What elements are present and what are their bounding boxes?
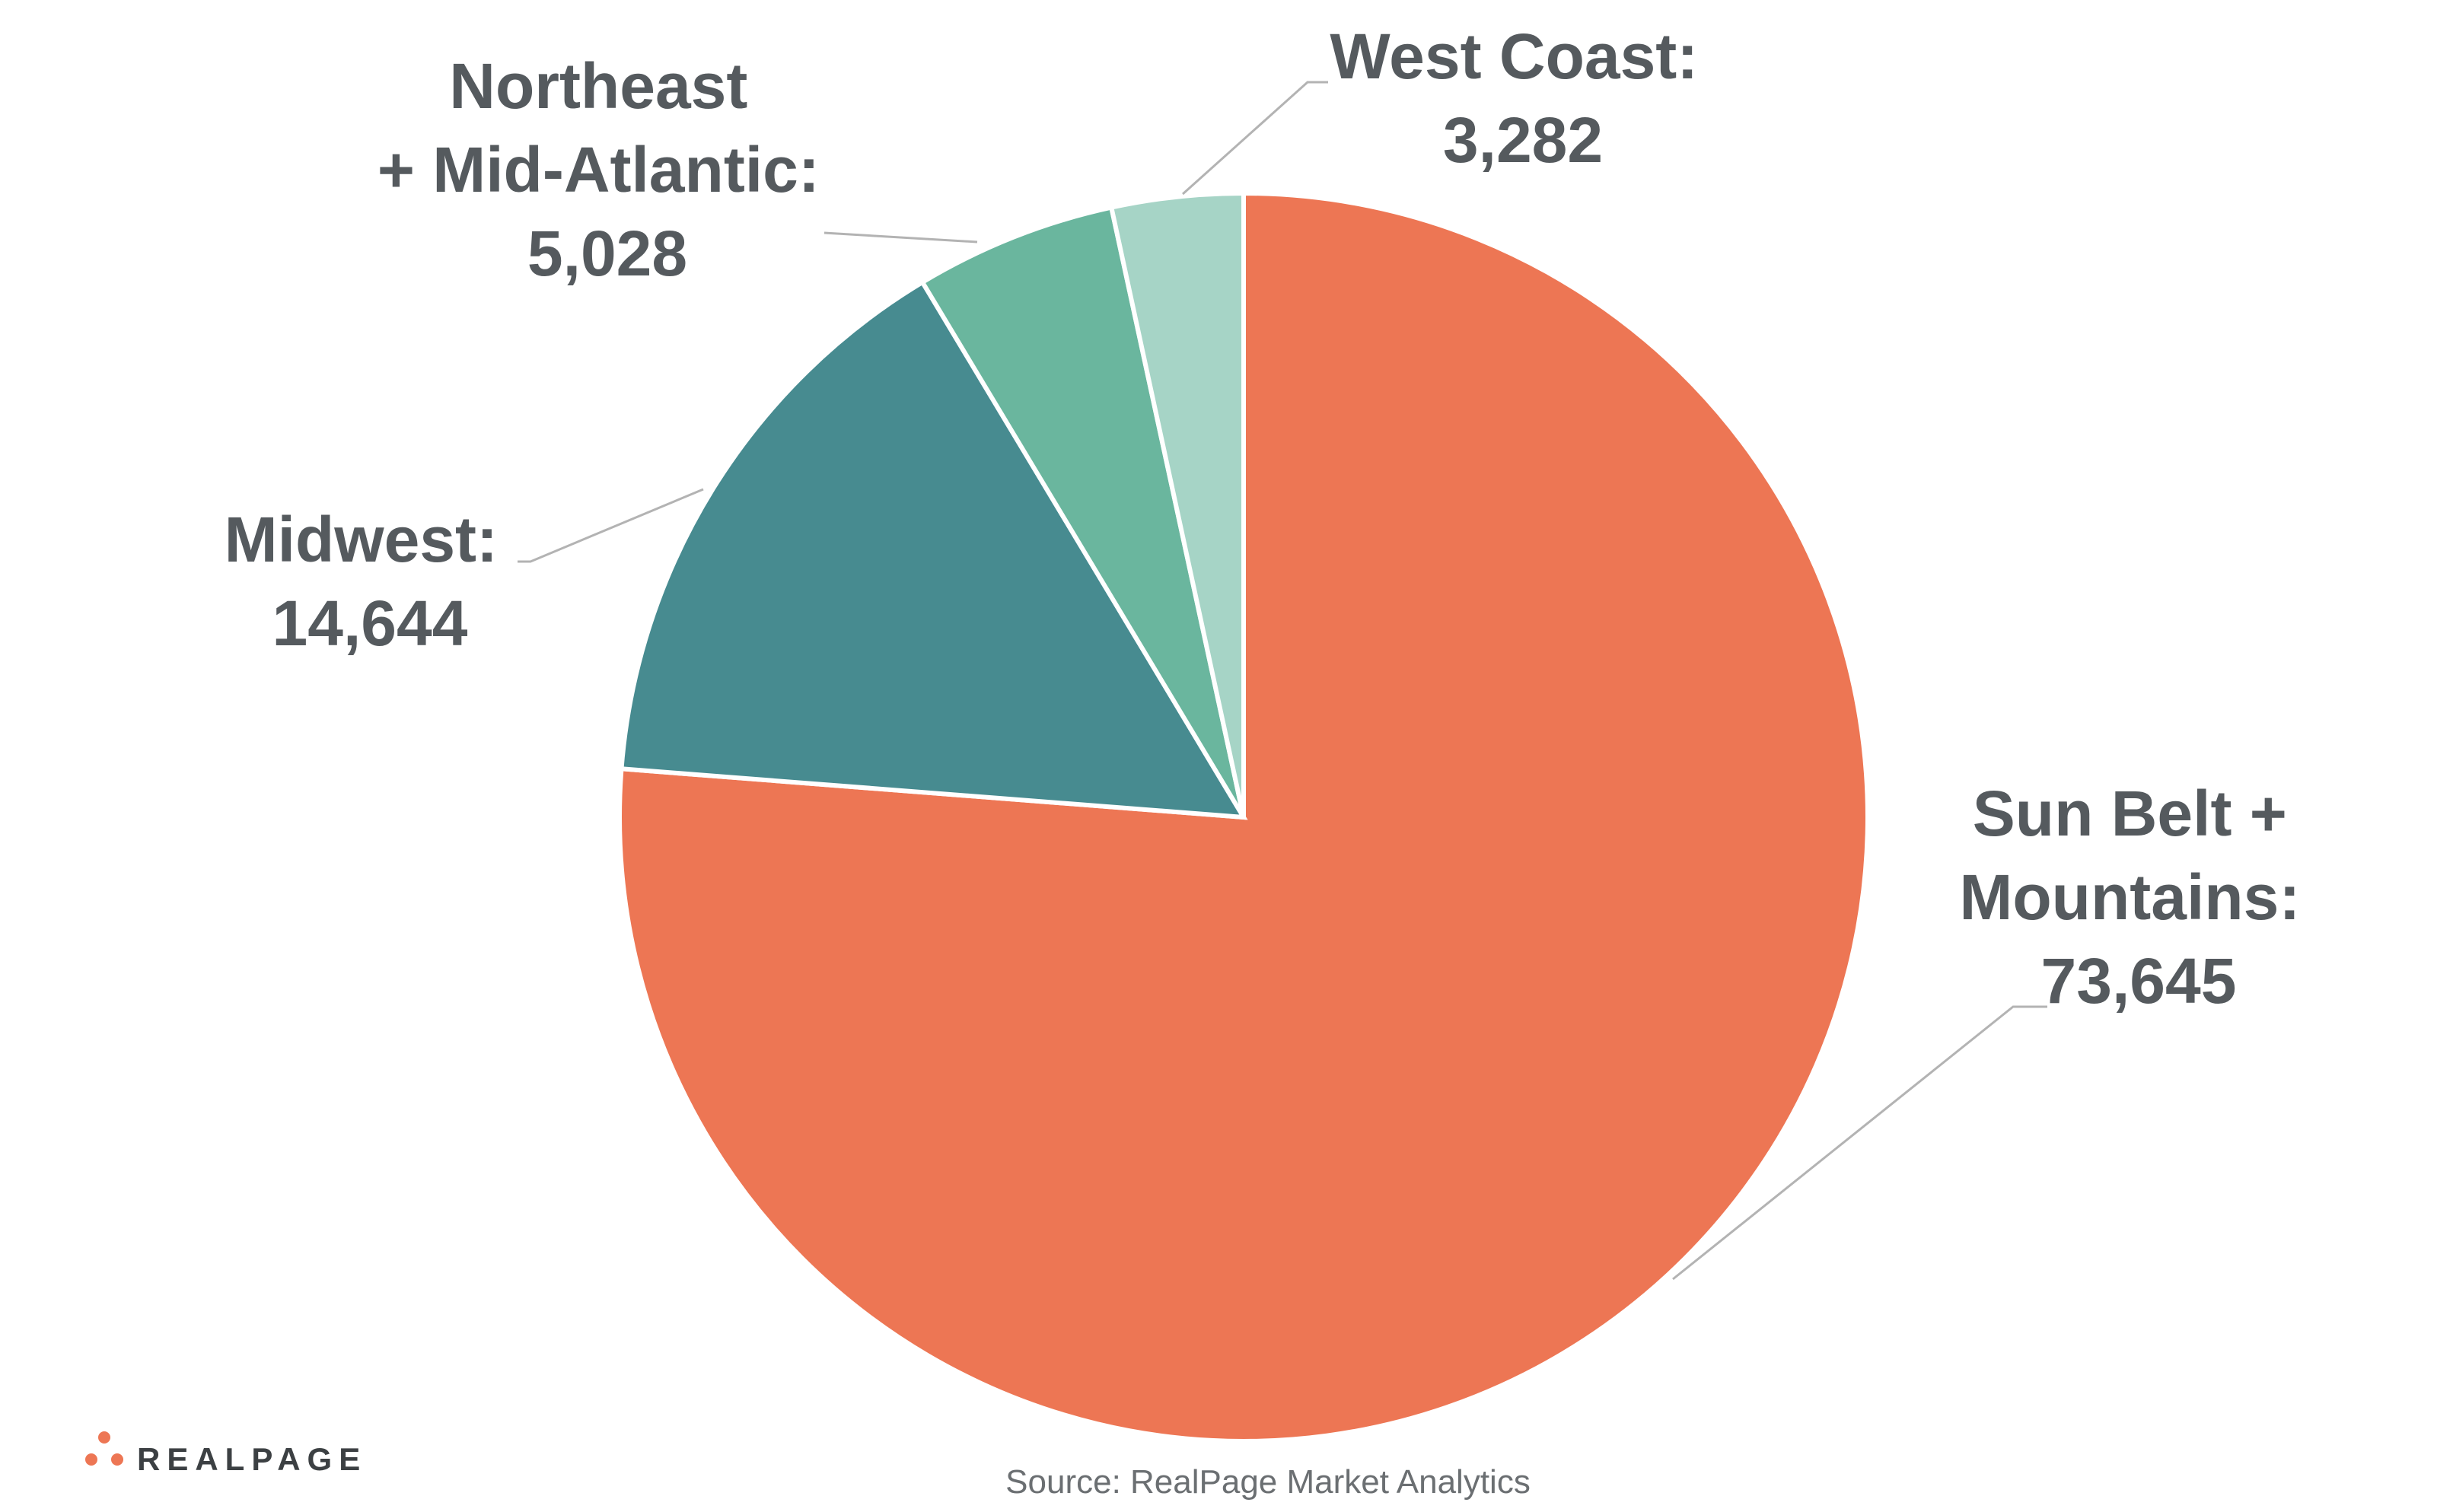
slice-midwest: [619, 279, 1248, 820]
source-note: Source: RealPage Market Analytics: [1005, 1463, 1531, 1501]
leader-lines: [518, 81, 2047, 1281]
label-value: 5,028: [527, 218, 687, 289]
leader-line-west-coast: [1181, 81, 1328, 196]
label-line: Sun Belt +: [1973, 778, 2287, 849]
logo-dots-icon: [85, 1431, 123, 1466]
logo-wordmark: REALPAGE: [137, 1441, 367, 1477]
data-label-northeast-mid-atlantic: Northeast + Mid-Atlantic: 5,028: [377, 50, 837, 289]
data-label-midwest: Midwest: 14,644: [225, 504, 516, 659]
label-value: 14,644: [272, 587, 468, 659]
data-labels: Sun Belt + Mountains: 73,645 Midwest: 14…: [225, 21, 2318, 1017]
pie-slices: [617, 190, 1870, 1444]
label-value: 3,282: [1443, 104, 1603, 176]
label-line: Mountains:: [1959, 861, 2300, 933]
label-line: + Mid-Atlantic:: [377, 134, 820, 205]
leader-line-sun-belt-mountains: [1672, 1005, 2047, 1281]
label-line: Northeast: [449, 50, 747, 122]
data-label-west-coast: West Coast: 3,282: [1330, 21, 1715, 176]
leader-line-midwest: [518, 488, 704, 563]
label-value: 73,645: [2041, 945, 2237, 1017]
slice-west-coast: [1108, 190, 1246, 818]
slice-northeast-mid-atlantic: [919, 205, 1246, 819]
label-line: West Coast:: [1330, 21, 1698, 92]
label-line: Midwest:: [225, 504, 498, 575]
leader-line-northeast-mid-atlantic: [823, 231, 978, 244]
data-label-sun-belt-mountains: Sun Belt + Mountains: 73,645: [1959, 778, 2318, 1017]
realpage-logo: REALPAGE: [85, 1431, 367, 1477]
